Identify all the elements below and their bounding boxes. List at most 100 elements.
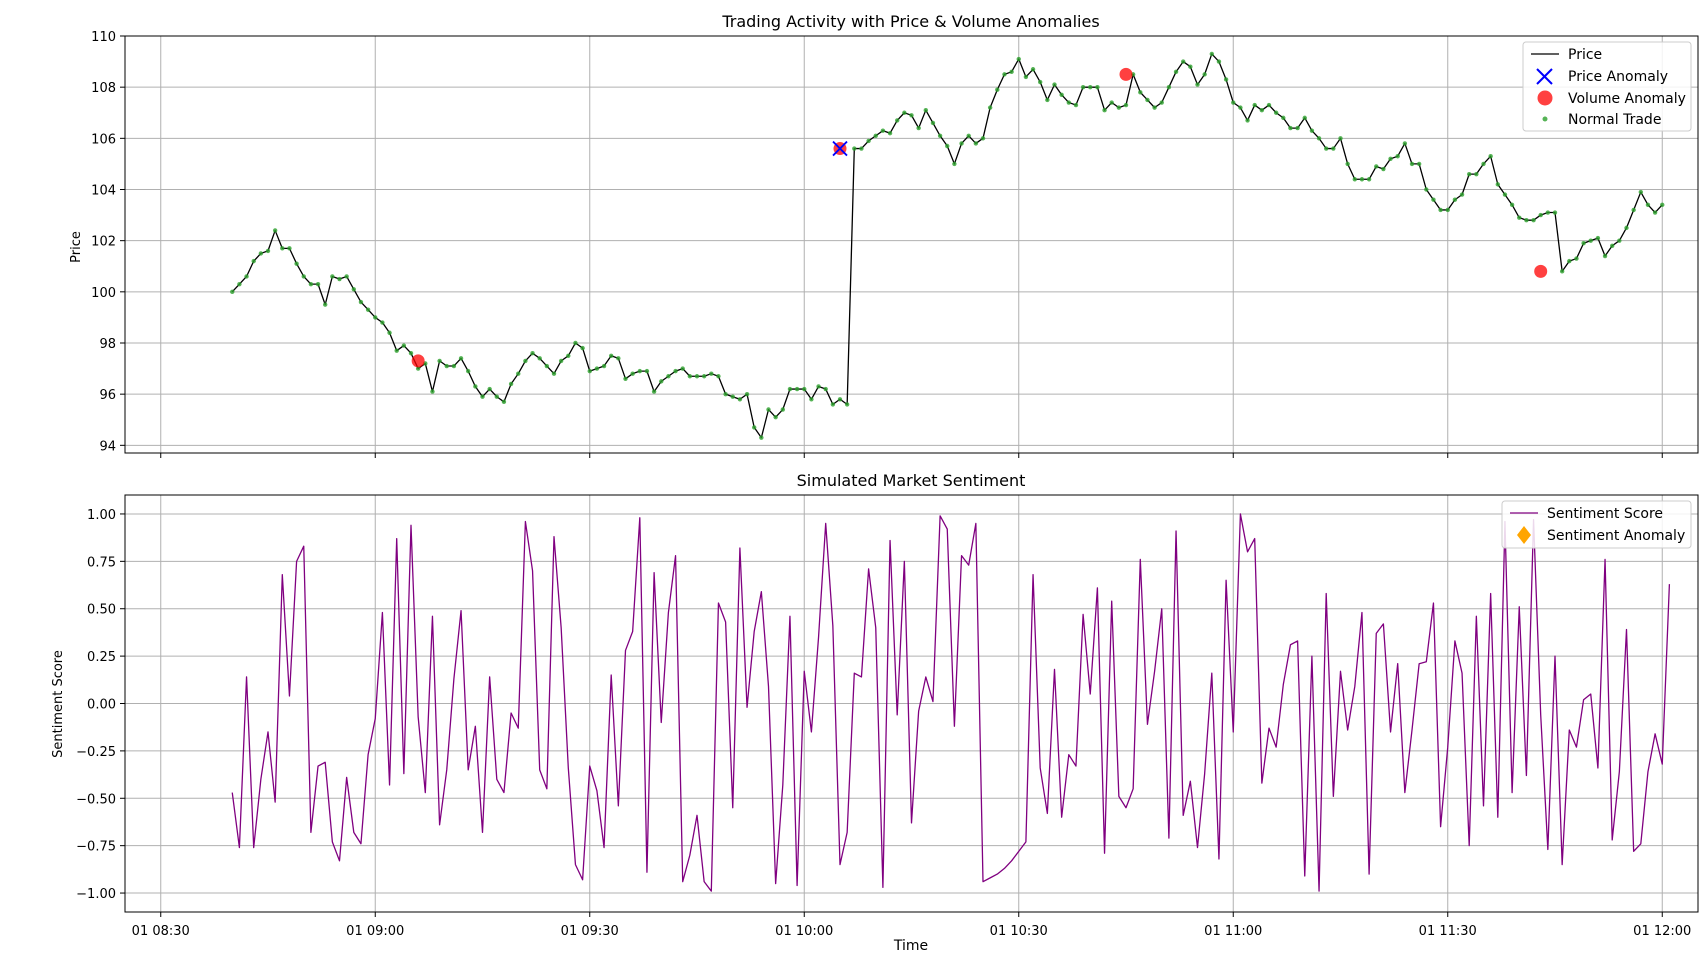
sentiment-series-line (231, 513, 1671, 892)
normal-trade-point (1610, 243, 1615, 248)
normal-trade-point (987, 105, 993, 110)
normal-trade-point (1252, 102, 1257, 108)
normal-trade-point (394, 348, 399, 353)
normal-trade-point (1152, 105, 1157, 110)
normal-trade-point (666, 374, 671, 379)
normal-trade-point (1467, 171, 1472, 177)
normal-trade-point (1338, 136, 1343, 141)
price-anomaly-stroke (832, 140, 848, 157)
normal-trade-point (973, 141, 979, 146)
price-plot-area (230, 51, 1665, 440)
normal-trade-point (609, 353, 614, 358)
normal-trade-point (637, 368, 642, 374)
sentiment-grid (125, 495, 1698, 912)
normal-trade-point (1195, 82, 1200, 87)
normal-trade-point (1266, 102, 1272, 108)
normal-trade-point (1202, 72, 1207, 77)
normal-trade-point (1452, 197, 1458, 202)
normal-trade-point (523, 358, 528, 364)
normal-trade-point (980, 136, 986, 141)
normal-trade-point (701, 374, 707, 379)
normal-trade-point (351, 287, 356, 292)
normal-trade-point (1438, 207, 1443, 213)
normal-trade-point (380, 320, 385, 325)
volume-anomaly-point (1534, 264, 1548, 278)
normal-trade-point (730, 394, 735, 399)
normal-trade-point (1402, 141, 1408, 146)
normal-trade-point (1559, 269, 1565, 274)
price-legend-box (1522, 41, 1692, 132)
normal-trade-point (1474, 171, 1479, 177)
normal-trade-point (794, 386, 800, 392)
normal-trade-point (301, 274, 306, 279)
normal-trade-point (1509, 202, 1515, 208)
normal-trade-point (387, 330, 392, 335)
normal-trade-point (308, 281, 314, 287)
normal-trade-point (365, 307, 371, 312)
legend-normal-trade-label: Normal Trade (1568, 112, 1661, 128)
volume-anomaly-point (411, 354, 425, 368)
normal-trade-point (823, 386, 828, 392)
sentiment-legend: Sentiment Score Sentiment Anomaly (1501, 500, 1692, 549)
normal-trade-point (923, 107, 928, 113)
normal-trade-point (1023, 74, 1029, 80)
price-anomaly-point (832, 140, 848, 157)
normal-trade-point (787, 386, 793, 392)
normal-trade-point (323, 302, 328, 307)
normal-trade-point (1352, 177, 1358, 182)
normal-trade-point (623, 376, 628, 382)
normal-trade-point (1309, 128, 1315, 133)
normal-trade-point (508, 381, 514, 387)
normal-trade-point (887, 131, 893, 136)
x-tick-label: 01 09:30 (561, 924, 619, 939)
normal-trade-point (601, 363, 607, 369)
normal-trade-point (466, 368, 471, 374)
normal-trade-point (737, 397, 743, 402)
normal-trade-point (551, 371, 557, 376)
normal-trade-point (1109, 100, 1114, 105)
sentiment-panel: Simulated Market Sentiment Sentiment Sco… (51, 471, 1699, 954)
normal-trade-point (694, 374, 700, 379)
price-y-ticks: 94 96 98 100 102 104 106 108 110 (91, 30, 125, 454)
normal-trade-point (1038, 79, 1043, 85)
normal-trade-point (566, 353, 571, 358)
normal-trade-point (1324, 146, 1329, 151)
normal-trade-point (1095, 84, 1100, 90)
normal-trade-point (451, 363, 457, 369)
normal-trade-point (530, 351, 535, 356)
normal-trade-point (909, 113, 914, 118)
normal-trade-point (780, 407, 785, 412)
normal-trade-point (258, 251, 264, 256)
normal-trade-point (1538, 212, 1543, 218)
price-panel: Trading Activity with Price & Volume Ano… (69, 12, 1699, 458)
normal-trade-point (680, 366, 685, 371)
normal-trade-point (1138, 90, 1143, 95)
normal-trade-point (594, 366, 600, 371)
normal-trade-point (630, 371, 635, 376)
normal-trade-point (1088, 84, 1093, 90)
normal-trade-point (1173, 69, 1179, 75)
normal-trade-point (959, 141, 964, 146)
normal-trade-point (1080, 84, 1086, 90)
normal-trade-point (1602, 253, 1608, 259)
normal-trade-point (1052, 82, 1057, 87)
sentiment-y-tick-label: 0.00 (87, 698, 116, 713)
normal-trade-point (1123, 102, 1129, 108)
sentiment-y-tick-label: −1.00 (76, 887, 116, 902)
normal-trade-point (1495, 182, 1501, 187)
time-x-ticks: 01 08:30 01 09:00 01 09:30 01 10:00 01 10:30… (132, 912, 1691, 939)
legend-price-label: Price (1568, 47, 1602, 63)
normal-trade-point (487, 386, 492, 392)
normal-trade-point (1102, 107, 1107, 113)
normal-trade-point (852, 146, 857, 151)
normal-trade-point (809, 397, 814, 402)
normal-trade-point (1259, 107, 1265, 113)
normal-trade-point (1545, 210, 1551, 215)
normal-trade-point (1295, 125, 1300, 131)
normal-trade-point (1181, 59, 1186, 64)
normal-trade-point (1238, 105, 1243, 110)
normal-trade-point (501, 399, 507, 405)
normal-trade-point (1488, 154, 1493, 159)
normal-trade-point (659, 379, 664, 384)
normal-trade-point (344, 274, 349, 279)
